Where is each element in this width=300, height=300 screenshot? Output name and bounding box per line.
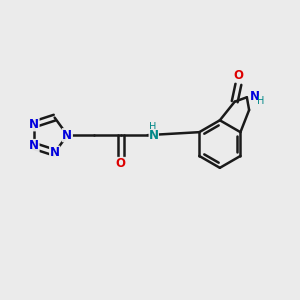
Text: N: N [250, 90, 260, 103]
Text: O: O [116, 158, 126, 170]
Text: O: O [233, 69, 243, 82]
Text: H: H [149, 122, 156, 132]
Text: N: N [149, 129, 159, 142]
Text: H: H [257, 96, 264, 106]
Text: N: N [50, 146, 60, 159]
Text: N: N [62, 129, 72, 142]
Text: N: N [29, 118, 39, 131]
Text: N: N [29, 140, 39, 152]
